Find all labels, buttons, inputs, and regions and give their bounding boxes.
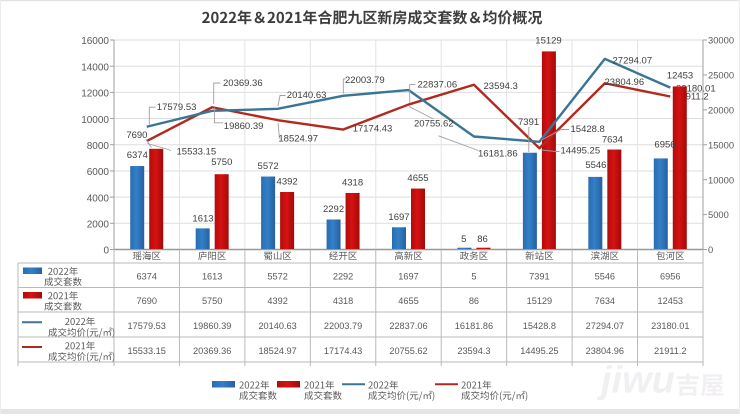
- svg-text:23804.96: 23804.96: [605, 77, 645, 88]
- svg-text:20140.63: 20140.63: [258, 321, 296, 331]
- svg-text:17579.53: 17579.53: [128, 321, 166, 331]
- svg-text:10000: 10000: [708, 174, 734, 185]
- svg-text:23594.3: 23594.3: [457, 346, 490, 356]
- svg-text:22837.06: 22837.06: [389, 321, 427, 331]
- svg-text:4000: 4000: [87, 193, 110, 204]
- svg-text:5: 5: [461, 234, 466, 245]
- svg-text:12453: 12453: [667, 71, 693, 82]
- svg-text:12453: 12453: [657, 296, 683, 306]
- svg-text:5000: 5000: [708, 209, 729, 220]
- svg-text:16181.86: 16181.86: [478, 148, 518, 159]
- svg-text:15428.8: 15428.8: [571, 124, 605, 135]
- svg-text:22003.79: 22003.79: [345, 75, 385, 86]
- svg-text:5750: 5750: [211, 157, 232, 168]
- svg-text:14495.25: 14495.25: [561, 146, 601, 157]
- svg-text:21911.2: 21911.2: [675, 91, 709, 102]
- svg-text:17174.43: 17174.43: [324, 346, 362, 356]
- svg-text:7391: 7391: [529, 272, 549, 282]
- svg-text:21911.2: 21911.2: [654, 346, 687, 356]
- svg-text:20369.36: 20369.36: [223, 78, 263, 89]
- svg-text:2000: 2000: [87, 220, 110, 231]
- svg-text:7690: 7690: [136, 296, 156, 306]
- svg-text:6374: 6374: [127, 150, 148, 161]
- svg-text:20000: 20000: [708, 104, 734, 115]
- svg-text:4318: 4318: [342, 177, 363, 188]
- svg-text:15000: 15000: [708, 139, 734, 150]
- svg-text:15129: 15129: [527, 296, 553, 306]
- svg-text:17174.43: 17174.43: [353, 123, 393, 134]
- svg-text:16181.86: 16181.86: [455, 321, 493, 331]
- svg-text:4392: 4392: [267, 296, 287, 306]
- svg-text:5572: 5572: [267, 272, 287, 282]
- svg-text:16000: 16000: [81, 36, 109, 47]
- svg-text:1697: 1697: [398, 272, 418, 282]
- svg-text:4655: 4655: [407, 173, 428, 184]
- svg-text:19860.39: 19860.39: [193, 321, 231, 331]
- svg-text:30000: 30000: [708, 35, 734, 46]
- svg-text:15533.15: 15533.15: [177, 147, 217, 158]
- svg-text:17579.53: 17579.53: [157, 102, 197, 113]
- svg-text:18524.97: 18524.97: [258, 346, 296, 356]
- svg-text:22003.79: 22003.79: [324, 321, 362, 331]
- svg-text:19860.39: 19860.39: [224, 121, 264, 132]
- svg-text:18524.97: 18524.97: [278, 133, 318, 144]
- svg-text:22837.06: 22837.06: [418, 80, 458, 91]
- svg-text:86: 86: [469, 296, 479, 306]
- svg-text:23180.01: 23180.01: [676, 83, 716, 94]
- svg-text:2292: 2292: [333, 272, 353, 282]
- svg-text:1613: 1613: [202, 272, 222, 282]
- svg-text:5750: 5750: [202, 296, 222, 306]
- svg-text:20755.62: 20755.62: [389, 346, 427, 356]
- svg-text:86: 86: [477, 234, 488, 245]
- svg-text:8000: 8000: [87, 141, 110, 152]
- svg-text:27294.07: 27294.07: [613, 56, 653, 67]
- svg-text:4655: 4655: [398, 296, 418, 306]
- svg-text:25000: 25000: [708, 70, 734, 81]
- svg-text:7634: 7634: [595, 296, 615, 306]
- svg-text:6956: 6956: [660, 272, 680, 282]
- svg-text:7690: 7690: [126, 130, 147, 141]
- svg-text:7634: 7634: [602, 135, 623, 146]
- svg-text:5: 5: [471, 272, 476, 282]
- svg-text:1613: 1613: [192, 214, 213, 225]
- svg-text:6000: 6000: [87, 167, 110, 178]
- svg-text:4392: 4392: [277, 176, 298, 187]
- svg-text:7391: 7391: [518, 117, 539, 128]
- svg-text:15428.8: 15428.8: [523, 321, 556, 331]
- svg-text:4318: 4318: [333, 296, 353, 306]
- svg-text:23804.96: 23804.96: [586, 346, 624, 356]
- svg-text:20369.36: 20369.36: [193, 346, 231, 356]
- svg-text:0: 0: [708, 244, 713, 255]
- svg-text:2292: 2292: [323, 204, 344, 215]
- svg-text:23594.3: 23594.3: [484, 81, 518, 92]
- svg-text:0: 0: [103, 246, 109, 257]
- svg-text:15533.15: 15533.15: [128, 346, 166, 356]
- svg-text:6374: 6374: [136, 272, 156, 282]
- svg-text:14495.25: 14495.25: [520, 346, 558, 356]
- svg-text:20755.62: 20755.62: [414, 119, 454, 130]
- svg-text:5546: 5546: [585, 160, 606, 171]
- svg-text:10000: 10000: [81, 115, 109, 126]
- svg-text:12000: 12000: [81, 89, 109, 100]
- svg-text:5572: 5572: [258, 161, 279, 172]
- svg-text:15129: 15129: [535, 36, 561, 47]
- svg-text:1697: 1697: [388, 212, 409, 223]
- svg-text:20140.63: 20140.63: [287, 90, 327, 101]
- svg-text:14000: 14000: [81, 62, 109, 73]
- svg-text:5546: 5546: [595, 272, 615, 282]
- svg-text:23180.01: 23180.01: [651, 321, 689, 331]
- svg-text:6956: 6956: [654, 140, 675, 151]
- svg-text:27294.07: 27294.07: [586, 321, 624, 331]
